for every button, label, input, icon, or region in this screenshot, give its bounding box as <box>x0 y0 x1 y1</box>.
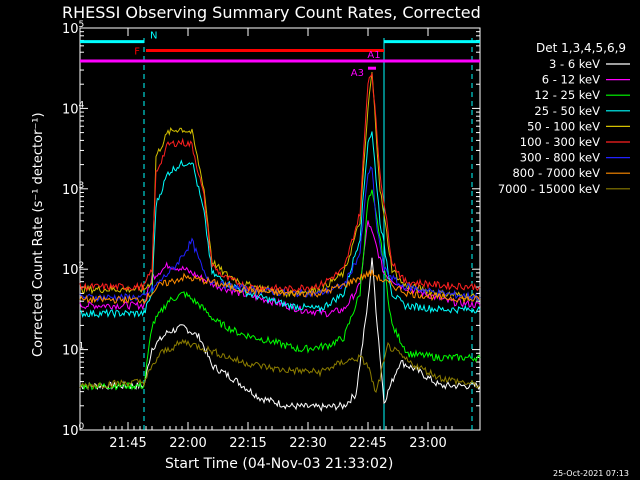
state-bar-label: F <box>134 47 140 58</box>
series-group <box>79 269 481 305</box>
series-group <box>79 338 481 394</box>
series-group <box>79 131 481 319</box>
legend-label: 7000 - 15000 keV <box>498 182 600 196</box>
x-tick-label: 22:45 <box>349 436 386 451</box>
y-tick-label: 101 <box>62 342 84 359</box>
series-group <box>79 189 481 391</box>
x-tick-label: 22:30 <box>289 436 326 451</box>
series-group <box>79 72 481 294</box>
y-tick-label: 100 <box>62 422 85 439</box>
legend-label: 800 - 7000 keV <box>512 166 600 180</box>
series-line <box>79 71 481 302</box>
state-bar-label: A1 <box>367 50 380 61</box>
series-line <box>79 72 481 294</box>
chart-title: RHESSI Observing Summary Count Rates, Co… <box>62 3 481 22</box>
plot-area: 100 101 102 103 104 105 21:45 22:00 22:15 22:30 22… <box>62 20 481 451</box>
legend-title: Det 1,3,4,5,6,9 <box>536 41 626 55</box>
series-group <box>79 257 481 413</box>
y-tick-label: 104 <box>62 100 85 117</box>
legend-label: 25 - 50 keV <box>534 104 600 118</box>
y-tick-label: 102 <box>62 261 84 278</box>
series-line <box>79 257 481 413</box>
legend-label: 300 - 800 keV <box>520 151 600 165</box>
state-bar-label: N <box>150 31 157 42</box>
series-line <box>79 269 481 305</box>
y-tick-label: 103 <box>62 181 84 198</box>
series-line <box>79 165 481 302</box>
series-line <box>79 338 481 394</box>
x-tick-label: 23:00 <box>409 436 446 451</box>
timestamp: 25-Oct-2021 07:13 <box>553 469 629 478</box>
legend-label: 6 - 12 keV <box>542 73 600 87</box>
legend-label: 50 - 100 keV <box>527 119 600 133</box>
plot-frame <box>79 27 481 431</box>
y-axis-label: Corrected Count Rate (s⁻¹ detector⁻¹) <box>31 112 46 357</box>
series-line <box>79 189 481 391</box>
series-line <box>79 131 481 319</box>
legend-label: 3 - 6 keV <box>549 57 600 71</box>
x-tick-label: 22:15 <box>229 436 266 451</box>
series-group <box>79 71 481 302</box>
legend-label: 12 - 25 keV <box>534 88 600 102</box>
series-group <box>79 165 481 302</box>
state-bar-label: A3 <box>351 68 364 79</box>
legend-label: 100 - 300 keV <box>520 135 600 149</box>
x-tick-label: 22:00 <box>169 436 206 451</box>
y-tick-label: 105 <box>62 20 84 37</box>
x-tick-label: 21:45 <box>109 436 146 451</box>
x-axis-label: Start Time (04-Nov-03 21:33:02) <box>165 456 393 472</box>
